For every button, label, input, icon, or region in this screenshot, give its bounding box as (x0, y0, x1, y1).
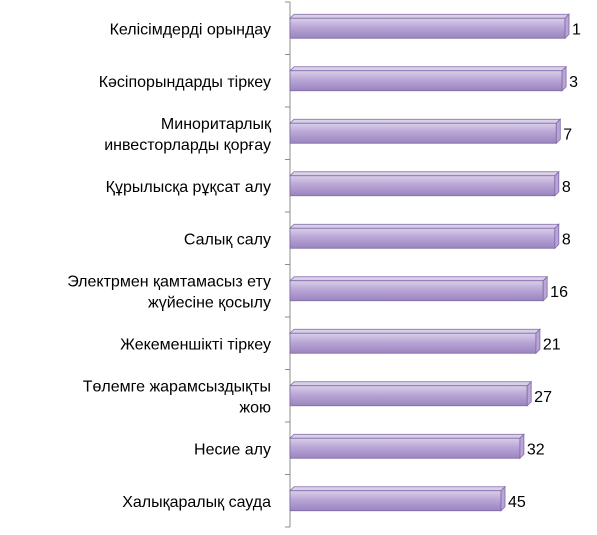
data-label: 7 (563, 126, 572, 143)
bar-top-face (289, 276, 549, 282)
data-labels: 1 3 7 8 8 16 21 27 32 45 (508, 21, 581, 511)
bar-end-face (526, 380, 532, 407)
bar-top-face (289, 223, 560, 229)
category-label: Электрмен қамтамасыз ету жүйесіне қосылу (67, 273, 271, 311)
bar-end-face (554, 223, 560, 250)
data-label: 27 (534, 389, 552, 406)
bar-end-face (561, 65, 567, 92)
bar-front-face (289, 385, 528, 407)
bar-end-face (519, 433, 525, 460)
bar (289, 65, 568, 92)
category-label: Төлемге жарамсыздықты жою (83, 378, 271, 416)
bar (289, 433, 525, 460)
category-label: Жекеменшікті тіркеу (120, 336, 271, 353)
bar-end-face (500, 485, 506, 512)
data-label: 8 (562, 231, 571, 248)
bar (289, 485, 506, 512)
bar-front-face (289, 490, 502, 512)
data-label: 21 (543, 336, 561, 353)
category-labels: Келісімдерді орындау Кәсіпорындарды тірке… (67, 21, 272, 511)
bar-end-face (555, 118, 561, 145)
data-label: 8 (562, 179, 571, 196)
bar-front-face (289, 332, 537, 354)
bar-end-face (542, 275, 548, 302)
bar-front-face (289, 437, 521, 459)
bar-front-face (289, 175, 556, 197)
category-label: Несие алу (194, 441, 271, 458)
bar-top-face (289, 433, 525, 439)
bar (289, 380, 533, 407)
bar-front-face (289, 17, 566, 39)
category-label: Келісімдерді орындау (110, 21, 271, 38)
bar-end-face (535, 328, 541, 355)
category-label: Халықаралық сауда (122, 494, 271, 511)
bar (289, 118, 562, 145)
bar-top-face (289, 328, 541, 334)
bar-front-face (289, 280, 544, 302)
bar (289, 170, 560, 197)
bar-top-face (289, 13, 570, 19)
bar-top-face (289, 486, 506, 492)
category-label: Құрылысқа рұқсат алу (106, 179, 271, 196)
data-label: 32 (527, 441, 545, 458)
bar-top-face (289, 66, 568, 72)
bar-front-face (289, 122, 557, 144)
bar-top-face (289, 381, 533, 387)
bar (289, 13, 570, 40)
category-label: Салық салу (184, 231, 271, 248)
bar (289, 223, 560, 250)
bars (289, 13, 570, 512)
bar-front-face (289, 227, 556, 249)
bar-end-face (564, 13, 570, 40)
bar-end-face (554, 170, 560, 197)
data-label: 45 (508, 494, 526, 511)
bar-top-face (289, 171, 560, 177)
axis-ticks (285, 1, 290, 528)
bar (289, 328, 541, 355)
data-label: 3 (569, 74, 578, 91)
category-label: Миноритарлық инвесторларды қорғау (104, 116, 272, 154)
bar-top-face (289, 118, 562, 124)
category-label: Кәсіпорындарды тіркеу (99, 74, 271, 91)
data-label: 16 (550, 284, 568, 301)
data-label: 1 (572, 21, 581, 38)
bar-front-face (289, 70, 563, 92)
bar (289, 275, 549, 302)
